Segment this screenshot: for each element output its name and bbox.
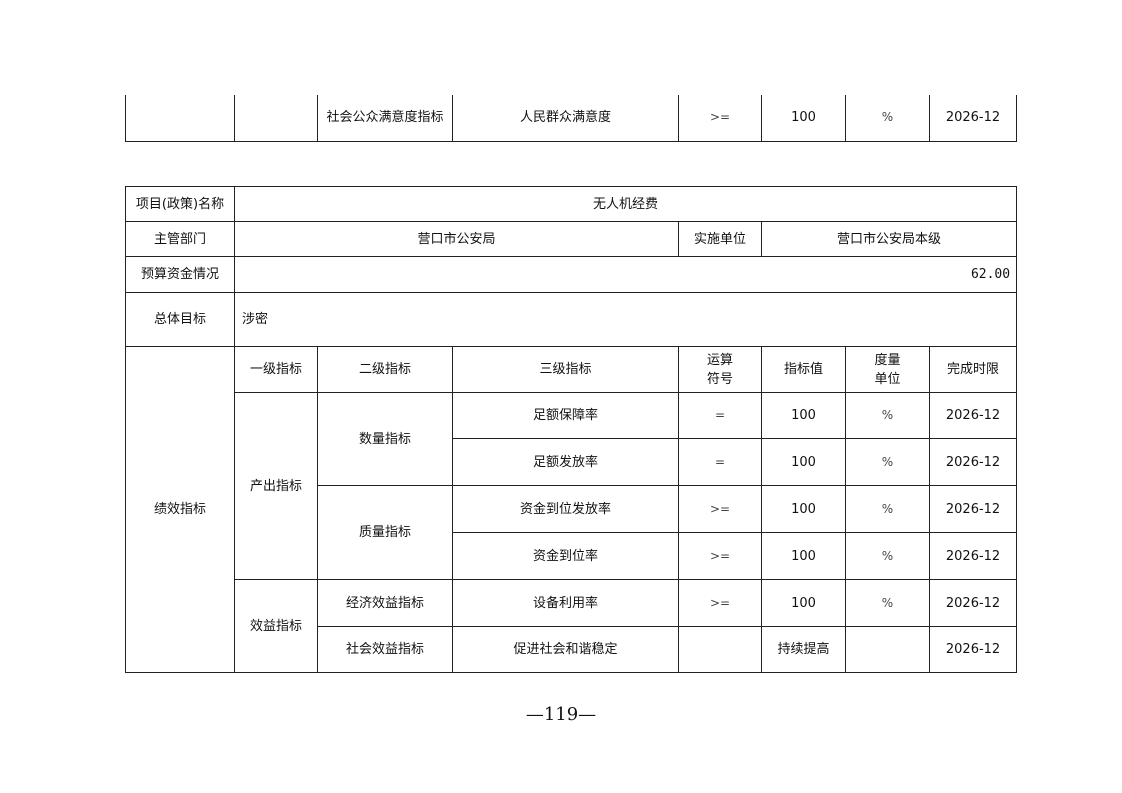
operator-cell [678,626,762,673]
level3-cell: 资金到位发放率 [452,485,679,533]
table-row: 足额发放率 = 100 % 2026-12 [126,438,1018,486]
header-unit: 度量 单位 [845,346,930,393]
table-row: 社会效益指标 促进社会和谐稳定 持续提高 2026-12 [126,626,1018,673]
table-row: 预算资金情况 62.00 [125,256,1018,293]
unit-cell: % [845,532,930,580]
deadline-cell: 2026-12 [928,485,1018,533]
table-row: 质量指标 资金到位发放率 >= 100 % 2026-12 [126,485,1018,580]
operator-cell: = [678,392,762,439]
operator-cell: = [678,438,762,486]
unit-cell: % [845,95,930,142]
table-row: 产出指标 数量指标 足额保障率 = 100 % 2026-12 [126,392,1018,580]
operator-cell: >= [678,532,762,580]
dept-label: 主管部门 [125,221,235,257]
level1-benefit: 效益指标 [234,579,318,673]
level2-cell: 社会公众满意度指标 [317,95,453,142]
value-cell: 100 [761,438,846,486]
header-level2: 二级指标 [317,346,453,393]
empty-cell [125,95,235,142]
empty-cell [234,95,318,142]
level3-cell: 人民群众满意度 [452,95,679,142]
operator-cell: >= [678,95,762,142]
impl-label: 实施单位 [678,221,762,257]
unit-cell [845,626,930,673]
level3-cell: 资金到位率 [452,532,679,580]
deadline-cell: 2026-12 [929,95,1017,142]
impl-value: 营口市公安局本级 [760,221,1018,257]
unit-cell: % [845,438,930,486]
deadline-cell: 2026-12 [928,438,1018,486]
level1-output: 产出指标 [234,392,318,580]
project-name: 无人机经费 [233,186,1018,222]
budget-label: 预算资金情况 [125,256,235,293]
continued-indicator-table: 社会公众满意度指标 人民群众满意度 >= 100 % 2026-12 [125,95,1017,142]
value-cell: 100 [761,392,846,439]
value-cell: 持续提高 [761,626,846,673]
level3-cell: 促进社会和谐稳定 [452,626,679,673]
level3-cell: 足额保障率 [452,392,679,439]
unit-cell: % [845,579,930,627]
project-performance-table: 项目(政策)名称 无人机经费 主管部门 营口市公安局 实施单位 营口市公安局本级… [125,186,1018,673]
dept-value: 营口市公安局 [234,221,679,257]
header-operator-line2: 符号 [706,371,733,387]
table-row: 主管部门 营口市公安局 实施单位 营口市公安局本级 [125,221,1018,257]
table-row: 项目(政策)名称 无人机经费 [125,186,1018,222]
project-name-label: 项目(政策)名称 [125,186,235,222]
value-cell: 100 [761,95,846,142]
goal-label: 总体目标 [125,292,235,347]
operator-cell: >= [678,579,762,627]
unit-cell: % [845,485,930,533]
budget-value: 62.00 [233,256,1018,293]
level2-social: 社会效益指标 [317,626,453,673]
header-operator-line1: 运算 [706,352,733,368]
level3-cell: 足额发放率 [452,438,679,486]
table-row: 效益指标 经济效益指标 设备利用率 >= 100 % 2026-12 [126,579,1018,673]
level3-cell: 设备利用率 [452,579,679,627]
perf-label: 绩效指标 [125,346,235,673]
deadline-cell: 2026-12 [928,626,1018,673]
page-number: —119— [525,704,597,725]
level2-economic: 经济效益指标 [317,579,453,627]
deadline-cell: 2026-12 [928,579,1018,627]
header-level3: 三级指标 [452,346,679,393]
header-level1: 一级指标 [234,346,318,393]
value-cell: 100 [761,532,846,580]
goal-value: 涉密 [233,292,1018,347]
header-deadline: 完成时限 [928,346,1018,393]
header-value: 指标值 [761,346,846,393]
table-row: 总体目标 涉密 [125,292,1018,347]
deadline-cell: 2026-12 [928,532,1018,580]
header-unit-line1: 度量 [874,352,901,368]
value-cell: 100 [761,485,846,533]
table-row: 资金到位率 >= 100 % 2026-12 [126,532,1018,580]
level2-quantity: 数量指标 [317,392,453,486]
deadline-cell: 2026-12 [928,392,1018,439]
header-row: 绩效指标 一级指标 二级指标 三级指标 运算符号 指标值 度量单位 完成时限 [125,346,1018,673]
header-unit-line2: 单位 [874,371,901,387]
header-operator: 运算 符号 [678,346,762,393]
table-row: 社会公众满意度指标 人民群众满意度 >= 100 % 2026-12 [125,95,1017,142]
unit-cell: % [845,392,930,439]
value-cell: 100 [761,579,846,627]
level2-quality: 质量指标 [317,485,453,580]
operator-cell: >= [678,485,762,533]
